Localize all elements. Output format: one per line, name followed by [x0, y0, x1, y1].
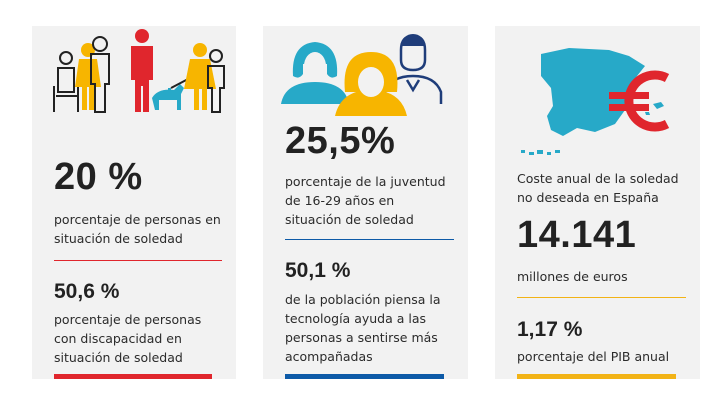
divider	[54, 260, 222, 261]
stat-main-description: porcentaje de personas en situación de s…	[54, 212, 221, 246]
stat-main-value: 25,5%	[285, 120, 396, 162]
stat-card-soledad: 20 % porcentaje de personas en situación…	[32, 26, 236, 379]
stat-sub-value: 50,1 %	[285, 259, 351, 282]
intro-text: Coste anual de la soledad no deseada en …	[517, 171, 679, 205]
stat-sub-value: 50,6 %	[54, 280, 120, 303]
stat-main-value: 14.141	[517, 214, 637, 256]
divider	[517, 297, 686, 298]
stat-sub-description: de la población piensa la tecnología ayu…	[285, 292, 441, 364]
accent-bar	[285, 374, 444, 379]
stat-main-description: porcentaje de la juventud de 16-29 años …	[285, 174, 446, 227]
stat-sub-value: 1,17 %	[517, 318, 583, 341]
stat-sub-description: porcentaje de personas con discapacidad …	[54, 312, 202, 365]
stat-main-value: 20 %	[54, 156, 143, 198]
accent-bar	[54, 374, 212, 379]
stat-card-juventud: 25,5% porcentaje de la juventud de 16-29…	[263, 26, 468, 379]
people-diverse-icon	[32, 26, 236, 126]
accent-bar	[517, 374, 676, 379]
people-group-icon	[263, 26, 468, 126]
divider	[285, 239, 454, 240]
stat-main-description: millones de euros	[517, 269, 628, 284]
stat-card-coste: Coste anual de la soledad no deseada en …	[495, 26, 700, 379]
spain-map-euro-icon	[495, 26, 700, 155]
stat-sub-description: porcentaje del PIB anual	[517, 349, 670, 364]
